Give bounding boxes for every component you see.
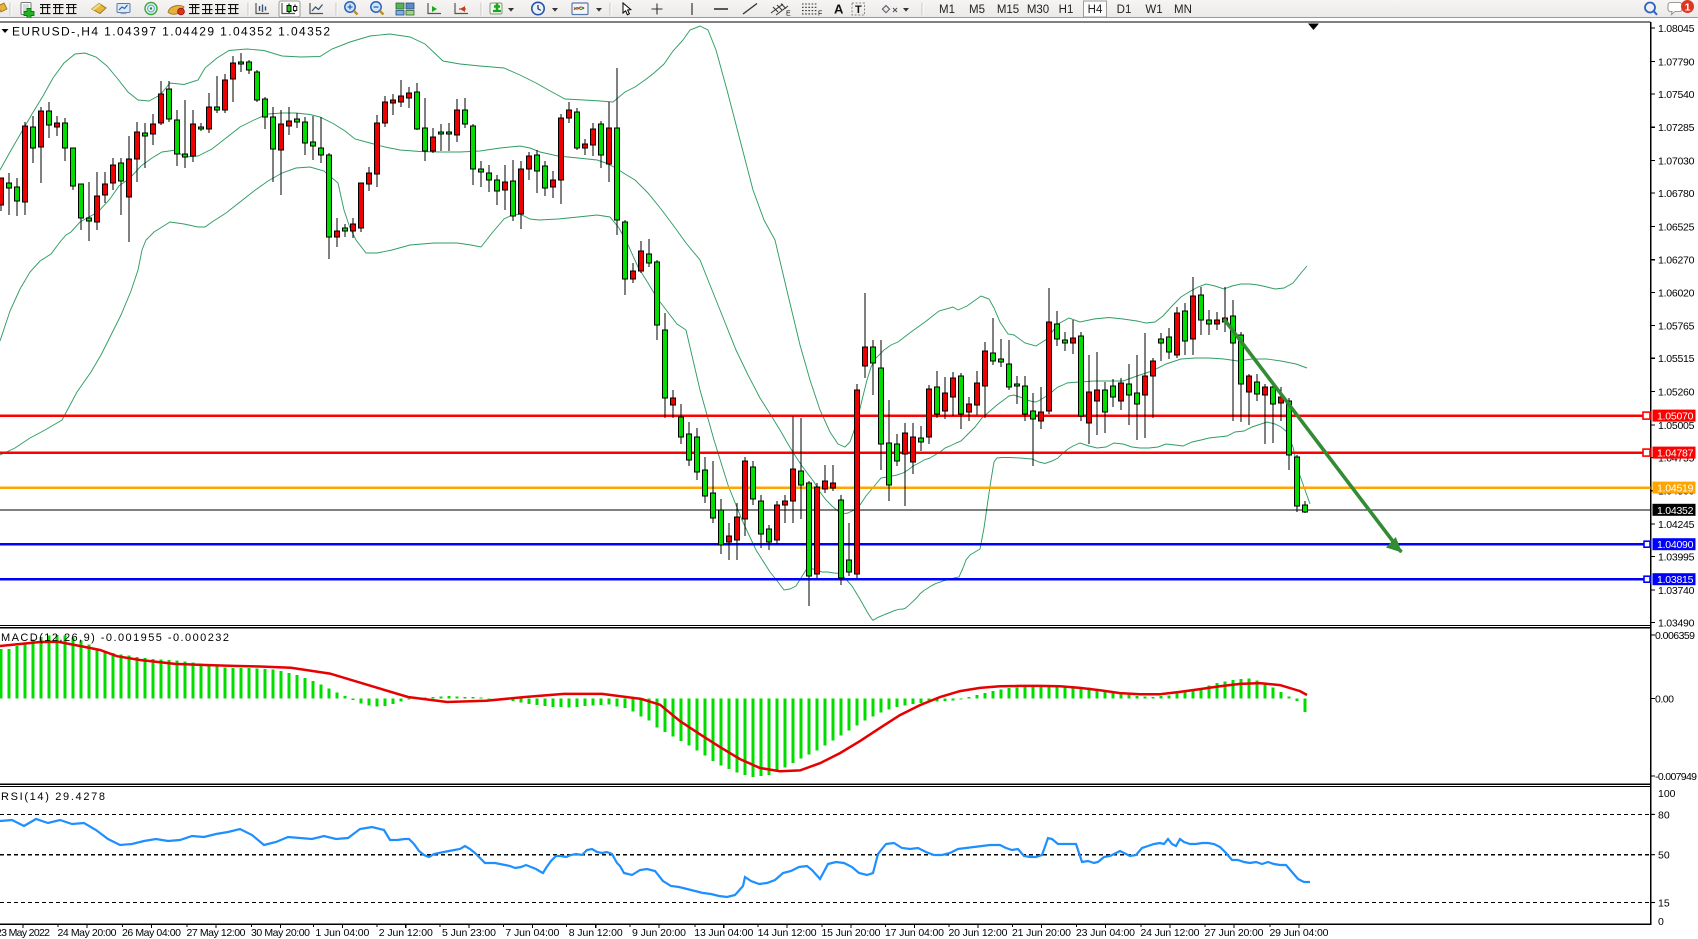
svg-text:1.05005: 1.05005 — [1658, 420, 1695, 432]
svg-text:9 Jun 20:00: 9 Jun 20:00 — [632, 927, 686, 939]
svg-text:29 Jun 04:00: 29 Jun 04:00 — [1270, 927, 1329, 939]
svg-text:1.05515: 1.05515 — [1658, 353, 1695, 365]
svg-text:0.006359: 0.006359 — [1655, 630, 1695, 642]
svg-text:30 May 20:00: 30 May 20:00 — [251, 927, 310, 939]
svg-text:1.04519: 1.04519 — [1657, 483, 1694, 495]
svg-text:M15: M15 — [997, 4, 1019, 16]
svg-text:27 Jun 20:00: 27 Jun 20:00 — [1205, 927, 1264, 939]
svg-text:M5: M5 — [969, 4, 985, 16]
svg-text:1.08045: 1.08045 — [1658, 23, 1695, 35]
svg-text:D1: D1 — [1117, 4, 1132, 16]
svg-text:-0.007949: -0.007949 — [1655, 771, 1697, 783]
svg-text:1.04787: 1.04787 — [1657, 448, 1694, 460]
svg-text:1.07540: 1.07540 — [1658, 89, 1695, 101]
svg-text:15 Jun 20:00: 15 Jun 20:00 — [822, 927, 881, 939]
svg-text:7 Jun 04:00: 7 Jun 04:00 — [505, 927, 559, 939]
svg-text:1.03490: 1.03490 — [1658, 618, 1695, 630]
svg-text:E: E — [786, 11, 791, 18]
svg-text:T: T — [855, 4, 862, 16]
svg-text:24 May 20:00: 24 May 20:00 — [58, 927, 117, 939]
svg-text:1.05260: 1.05260 — [1658, 387, 1695, 399]
svg-text:5 Jun 23:00: 5 Jun 23:00 — [442, 927, 496, 939]
svg-text:MN: MN — [1174, 4, 1192, 16]
svg-text:EURUSD-,H4 1.04397 1.04429 1.: EURUSD-,H4 1.04397 1.04429 1.04352 1.043… — [12, 25, 330, 39]
svg-text:1.04245: 1.04245 — [1658, 519, 1695, 531]
svg-text:26 May 04:00: 26 May 04:00 — [122, 927, 181, 939]
svg-text:1.03740: 1.03740 — [1658, 585, 1695, 597]
svg-text:23 May 2022: 23 May 2022 — [0, 927, 50, 939]
svg-text:20 Jun 12:00: 20 Jun 12:00 — [949, 927, 1008, 939]
svg-text:0: 0 — [1658, 916, 1664, 928]
svg-text:1.04352: 1.04352 — [1657, 505, 1694, 517]
svg-text:MACD(12,26,9) -0.001955 -0.000: MACD(12,26,9) -0.001955 -0.000232 — [1, 632, 229, 644]
svg-text:80: 80 — [1658, 809, 1670, 821]
svg-text:F: F — [818, 11, 822, 18]
svg-text:H4: H4 — [1088, 4, 1103, 16]
svg-text:21 Jun 20:00: 21 Jun 20:00 — [1012, 927, 1071, 939]
svg-text:1.05765: 1.05765 — [1658, 321, 1695, 333]
svg-text:1.06525: 1.06525 — [1658, 221, 1695, 233]
svg-text:0.00: 0.00 — [1655, 694, 1674, 706]
svg-text:1.07790: 1.07790 — [1658, 56, 1695, 68]
svg-text:RSI(14) 29.4278: RSI(14) 29.4278 — [1, 791, 105, 803]
svg-text:1.07030: 1.07030 — [1658, 156, 1695, 168]
svg-text:24 Jun 12:00: 24 Jun 12:00 — [1141, 927, 1200, 939]
svg-text:27 May 12:00: 27 May 12:00 — [187, 927, 246, 939]
svg-text:W1: W1 — [1145, 4, 1162, 16]
svg-text:1.06270: 1.06270 — [1658, 255, 1695, 267]
svg-text:8 Jun 12:00: 8 Jun 12:00 — [569, 927, 623, 939]
svg-text:100: 100 — [1658, 788, 1676, 800]
svg-text:14 Jun 12:00: 14 Jun 12:00 — [758, 927, 817, 939]
svg-text:A: A — [834, 2, 844, 17]
svg-text:23 Jun 04:00: 23 Jun 04:00 — [1076, 927, 1135, 939]
svg-text:M1: M1 — [939, 4, 955, 16]
svg-text:17 Jun 04:00: 17 Jun 04:00 — [885, 927, 944, 939]
svg-text:1 Jun 04:00: 1 Jun 04:00 — [315, 927, 369, 939]
svg-text:15: 15 — [1658, 898, 1670, 910]
svg-text:1.06020: 1.06020 — [1658, 287, 1695, 299]
svg-text:1.05070: 1.05070 — [1657, 411, 1694, 423]
svg-text:1.03995: 1.03995 — [1658, 552, 1695, 564]
svg-text:1.04090: 1.04090 — [1657, 539, 1694, 551]
svg-text:1.06780: 1.06780 — [1658, 188, 1695, 200]
svg-text:H1: H1 — [1059, 4, 1074, 16]
svg-text:1.03815: 1.03815 — [1657, 574, 1694, 586]
svg-text:13 Jun 04:00: 13 Jun 04:00 — [694, 927, 753, 939]
svg-text:50: 50 — [1658, 850, 1670, 862]
svg-text:M30: M30 — [1027, 4, 1049, 16]
svg-text:1.07285: 1.07285 — [1658, 122, 1695, 134]
svg-text:1: 1 — [1685, 2, 1691, 14]
svg-text:2 Jun 12:00: 2 Jun 12:00 — [379, 927, 433, 939]
